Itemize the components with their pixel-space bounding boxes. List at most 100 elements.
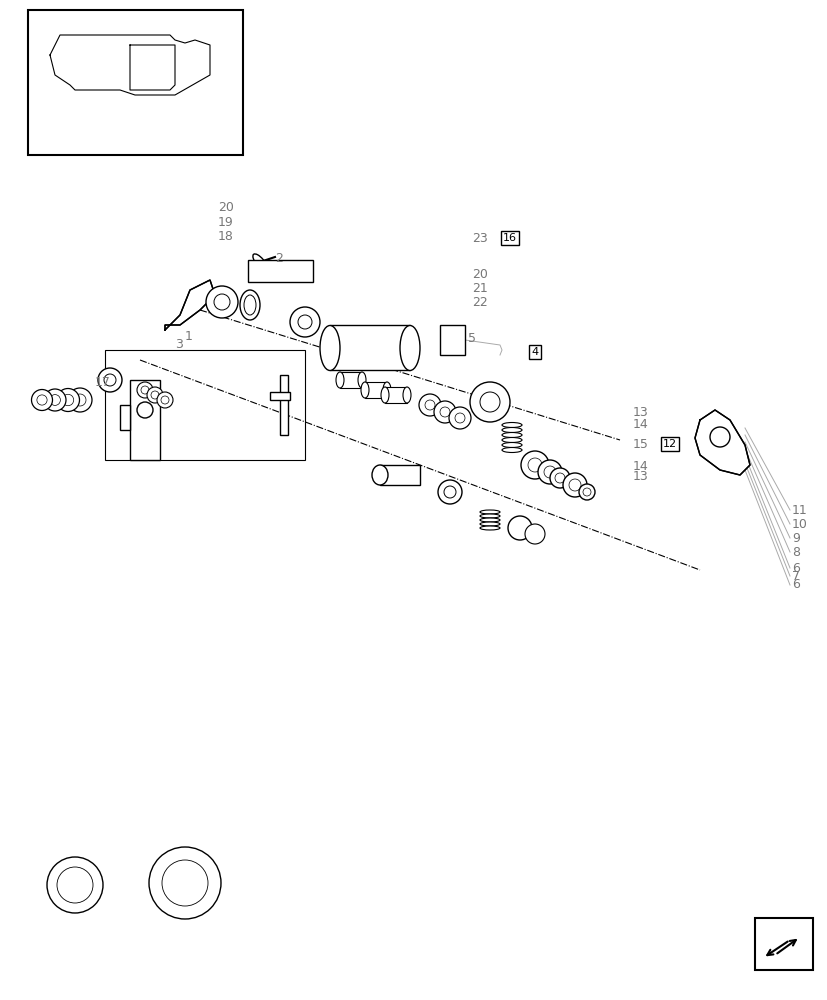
Ellipse shape <box>319 326 340 370</box>
Circle shape <box>157 392 173 408</box>
Circle shape <box>136 402 153 418</box>
Text: 14: 14 <box>632 418 648 430</box>
Text: 6: 6 <box>791 562 799 574</box>
Ellipse shape <box>501 428 521 432</box>
Text: 2: 2 <box>275 251 283 264</box>
Ellipse shape <box>501 422 521 428</box>
Circle shape <box>62 394 74 406</box>
Circle shape <box>538 460 562 484</box>
Text: 15: 15 <box>632 438 648 450</box>
Ellipse shape <box>501 438 521 442</box>
Ellipse shape <box>403 387 410 403</box>
Ellipse shape <box>480 518 500 522</box>
Circle shape <box>98 368 122 392</box>
Text: 7: 7 <box>791 570 799 582</box>
Polygon shape <box>694 410 749 475</box>
Text: 23: 23 <box>471 232 487 244</box>
Circle shape <box>528 458 542 472</box>
Text: 12: 12 <box>662 439 676 449</box>
Circle shape <box>162 860 208 906</box>
Text: 1: 1 <box>184 330 193 344</box>
Bar <box>340 372 361 388</box>
Ellipse shape <box>501 448 521 452</box>
Circle shape <box>562 473 586 497</box>
Ellipse shape <box>361 382 369 398</box>
Circle shape <box>549 468 569 488</box>
Circle shape <box>424 400 434 410</box>
Ellipse shape <box>336 372 343 388</box>
Ellipse shape <box>380 387 389 403</box>
Text: 10: 10 <box>791 518 807 530</box>
Circle shape <box>213 294 230 310</box>
Ellipse shape <box>252 254 267 270</box>
Circle shape <box>470 382 509 422</box>
Ellipse shape <box>480 514 500 518</box>
Ellipse shape <box>383 382 390 398</box>
Ellipse shape <box>357 372 366 388</box>
Ellipse shape <box>240 290 260 320</box>
Circle shape <box>443 486 456 498</box>
Circle shape <box>455 413 465 423</box>
Bar <box>380 465 419 485</box>
Bar <box>248 260 313 282</box>
Circle shape <box>56 388 79 412</box>
Bar <box>120 405 130 430</box>
Bar <box>439 325 465 355</box>
Ellipse shape <box>501 432 521 438</box>
Ellipse shape <box>399 326 419 370</box>
Circle shape <box>149 847 221 919</box>
Text: 20: 20 <box>471 267 487 280</box>
Bar <box>385 387 407 403</box>
Bar <box>28 10 242 155</box>
Circle shape <box>448 407 471 429</box>
Ellipse shape <box>501 442 521 448</box>
Text: 13: 13 <box>632 406 648 418</box>
Circle shape <box>160 396 169 404</box>
Bar <box>130 380 160 460</box>
Ellipse shape <box>244 295 256 315</box>
Ellipse shape <box>371 465 388 485</box>
Circle shape <box>433 401 456 423</box>
Circle shape <box>543 466 555 478</box>
Ellipse shape <box>480 522 500 526</box>
Bar <box>754 918 812 970</box>
Text: 4: 4 <box>531 347 538 357</box>
Text: 11: 11 <box>791 504 807 516</box>
Circle shape <box>554 473 564 483</box>
Circle shape <box>44 389 66 411</box>
Text: 8: 8 <box>791 546 799 558</box>
Circle shape <box>437 480 461 504</box>
Circle shape <box>508 516 532 540</box>
Circle shape <box>57 867 93 903</box>
Text: 14: 14 <box>632 460 648 473</box>
Circle shape <box>104 374 116 386</box>
Text: 16: 16 <box>502 233 516 243</box>
Circle shape <box>524 524 544 544</box>
Bar <box>330 325 409 370</box>
Circle shape <box>418 394 441 416</box>
Circle shape <box>50 395 60 405</box>
Circle shape <box>439 407 449 417</box>
Text: 19: 19 <box>218 216 233 229</box>
Bar <box>105 350 304 460</box>
Circle shape <box>141 386 149 394</box>
Bar <box>280 375 288 435</box>
Circle shape <box>568 479 581 491</box>
Circle shape <box>578 484 595 500</box>
Bar <box>365 382 386 398</box>
Circle shape <box>520 451 548 479</box>
Circle shape <box>206 286 237 318</box>
Circle shape <box>709 427 729 447</box>
Circle shape <box>480 392 500 412</box>
Text: 9: 9 <box>791 532 799 544</box>
Circle shape <box>74 394 86 406</box>
Text: 21: 21 <box>471 282 487 294</box>
Circle shape <box>37 395 47 405</box>
Text: 22: 22 <box>471 296 487 310</box>
Circle shape <box>147 387 163 403</box>
Circle shape <box>136 382 153 398</box>
Text: 13: 13 <box>632 471 648 484</box>
Circle shape <box>298 315 312 329</box>
Text: 6: 6 <box>791 578 799 591</box>
Text: 17: 17 <box>95 376 111 389</box>
